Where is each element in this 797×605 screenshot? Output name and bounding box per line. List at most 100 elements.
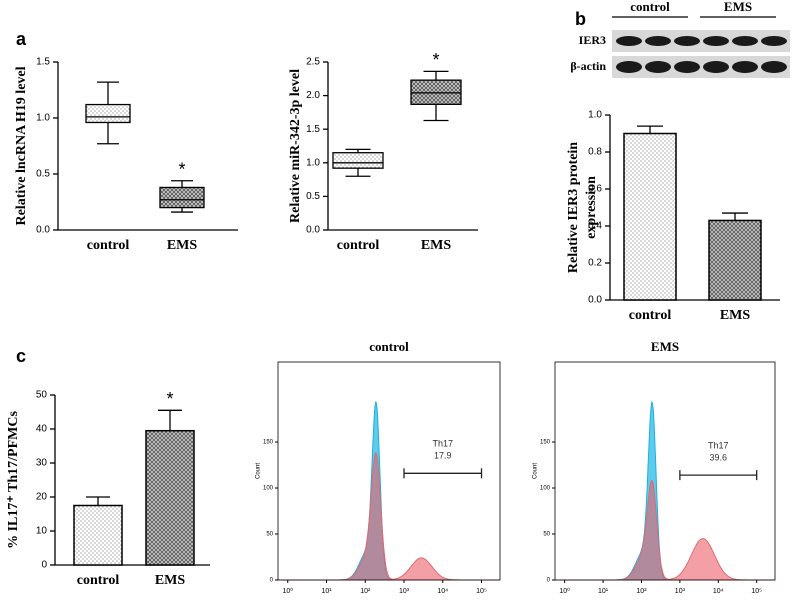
box xyxy=(85,103,131,124)
blot-band xyxy=(703,61,729,73)
x-tick-label: control xyxy=(629,308,672,323)
x-tick-label: 10⁴ xyxy=(713,588,724,595)
y-tick-label: 0.6 xyxy=(588,184,602,195)
y-tick-label: 2.5 xyxy=(306,57,320,68)
y-tick-label: 0.2 xyxy=(588,258,602,269)
significance: * xyxy=(178,159,185,179)
y-tick-label: 0.5 xyxy=(36,169,50,180)
row-label: IER3 xyxy=(579,33,606,47)
x-tick-label: 10² xyxy=(636,588,647,595)
x-tick-label: EMS xyxy=(421,238,452,253)
histogram-sample xyxy=(555,479,775,581)
bar xyxy=(145,429,195,566)
blot-strip xyxy=(612,30,790,52)
y-tick-label: 50 xyxy=(266,532,273,538)
y-tick-label: 10 xyxy=(36,526,48,537)
blot-band xyxy=(616,36,642,46)
blot-band xyxy=(761,36,787,46)
y-tick-label: 0.0 xyxy=(36,225,50,236)
x-tick-label: 10¹ xyxy=(598,588,609,595)
blot-band xyxy=(674,36,700,46)
x-tick-label: EMS xyxy=(155,573,186,588)
y-tick-label: 100 xyxy=(263,486,274,492)
x-tick-label: control xyxy=(77,573,120,588)
blot-band xyxy=(616,61,642,73)
blot-band xyxy=(674,61,700,73)
plot-title: control xyxy=(369,339,409,354)
blot-band xyxy=(645,36,671,46)
gate-value: 17.9 xyxy=(434,451,452,461)
y-tick-label: 0.0 xyxy=(588,295,602,306)
y-tick-label: 30 xyxy=(36,458,48,469)
gate-label: Th17 xyxy=(433,439,454,449)
lane-group: EMS xyxy=(724,0,752,14)
histogram-sample xyxy=(278,451,500,581)
y-tick-label: 100 xyxy=(540,486,551,492)
box xyxy=(410,79,462,105)
blot-band xyxy=(645,61,671,73)
y-tick-label: 1.0 xyxy=(588,110,602,121)
y-tick-label: 0.8 xyxy=(588,147,602,158)
row-label: β-actin xyxy=(570,59,606,73)
x-tick-label: 10² xyxy=(360,588,371,595)
bar xyxy=(73,504,123,566)
y-tick-label: 150 xyxy=(540,440,551,446)
panel-label: b xyxy=(575,9,586,29)
bar xyxy=(708,219,762,301)
y-tick-label: 2.0 xyxy=(306,90,320,101)
histogram-isotype xyxy=(555,400,775,581)
x-tick-label: 10³ xyxy=(399,588,410,595)
y-axis-label: Relative IER3 protein xyxy=(566,142,581,273)
x-tick-label: 10⁴ xyxy=(437,588,448,595)
blot-band xyxy=(732,36,758,46)
y-axis-label: Count xyxy=(533,463,539,479)
plot-title: EMS xyxy=(651,339,679,354)
y-axis-label: Count xyxy=(256,463,262,479)
x-tick-label: control xyxy=(87,238,130,253)
x-tick-label: EMS xyxy=(720,308,751,323)
blot-band xyxy=(761,61,787,73)
x-tick-label: 10⁰ xyxy=(559,587,570,595)
x-tick-label: 10¹ xyxy=(321,588,332,595)
y-axis-label: Relative lncRNA H19 level xyxy=(14,66,29,225)
y-tick-label: 0 xyxy=(270,578,274,584)
y-axis-label: expression xyxy=(584,176,599,239)
x-tick-label: 10⁰ xyxy=(282,587,293,595)
panel-label: a xyxy=(16,29,27,49)
plot-frame xyxy=(277,361,501,581)
y-tick-label: 0.4 xyxy=(588,221,602,232)
y-tick-label: 1.5 xyxy=(36,57,50,68)
panel-label: c xyxy=(16,346,26,366)
plot-frame xyxy=(554,361,776,581)
significance: * xyxy=(166,389,173,409)
y-tick-label: 1.0 xyxy=(306,157,320,168)
y-tick-label: 0 xyxy=(41,560,47,571)
y-tick-label: 150 xyxy=(263,440,274,446)
y-tick-label: 20 xyxy=(36,492,48,503)
x-tick-label: control xyxy=(337,238,380,253)
x-tick-label: 10⁵ xyxy=(751,588,762,595)
gate-value: 39.6 xyxy=(710,453,728,463)
y-tick-label: 40 xyxy=(36,424,48,435)
histogram-isotype xyxy=(278,400,500,581)
y-axis-label: Relative miR-342-3p level xyxy=(288,69,303,223)
blot-band xyxy=(703,36,729,46)
y-tick-label: 1.5 xyxy=(306,124,320,135)
y-tick-label: 0 xyxy=(547,578,551,584)
lane-group: control xyxy=(630,0,670,14)
bar xyxy=(623,132,677,301)
box xyxy=(332,152,384,169)
gate-label: Th17 xyxy=(708,441,729,451)
x-tick-label: 10⁵ xyxy=(476,588,487,595)
y-tick-label: 50 xyxy=(543,532,550,538)
y-tick-label: 0.0 xyxy=(306,225,320,236)
blot-band xyxy=(732,61,758,73)
x-tick-label: 10³ xyxy=(675,588,686,595)
y-tick-label: 1.0 xyxy=(36,113,50,124)
y-tick-label: 50 xyxy=(36,390,48,401)
y-axis-label: % IL17⁺ Th17/PFMCs xyxy=(6,411,21,549)
box xyxy=(159,186,205,209)
x-tick-label: EMS xyxy=(167,238,198,253)
y-tick-label: 0.5 xyxy=(306,191,320,202)
